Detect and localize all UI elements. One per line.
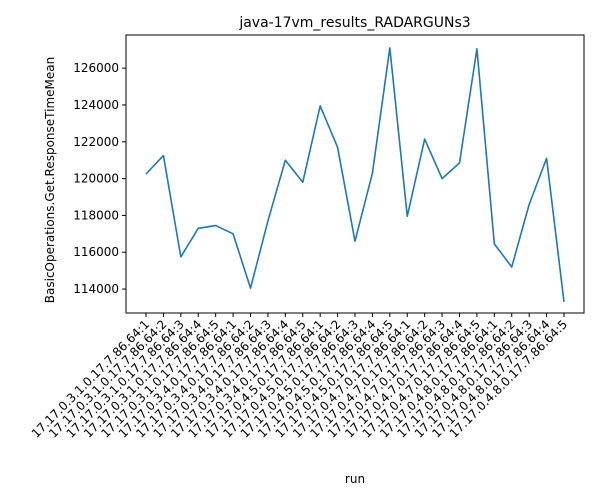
y-tick-label: 124000	[73, 98, 119, 112]
y-axis-ticks: 114000 116000 118000 120000 122000 124000 1260…	[73, 61, 126, 296]
y-axis-label: BasicOperations.Get.ResponseTimeMean	[43, 57, 57, 303]
y-tick-label: 122000	[73, 135, 119, 149]
chart-title: java-17vm_results_RADARGUNs3	[238, 15, 470, 31]
y-tick-label: 118000	[73, 208, 119, 222]
x-axis-label: run	[345, 472, 365, 486]
plot-area-frame	[125, 34, 585, 314]
y-tick-label: 120000	[73, 172, 119, 186]
y-tick-label: 114000	[73, 282, 119, 296]
series-group	[145, 47, 565, 303]
y-tick-label: 116000	[73, 245, 119, 259]
series-line	[145, 47, 565, 303]
y-tick-label: 126000	[73, 61, 119, 75]
